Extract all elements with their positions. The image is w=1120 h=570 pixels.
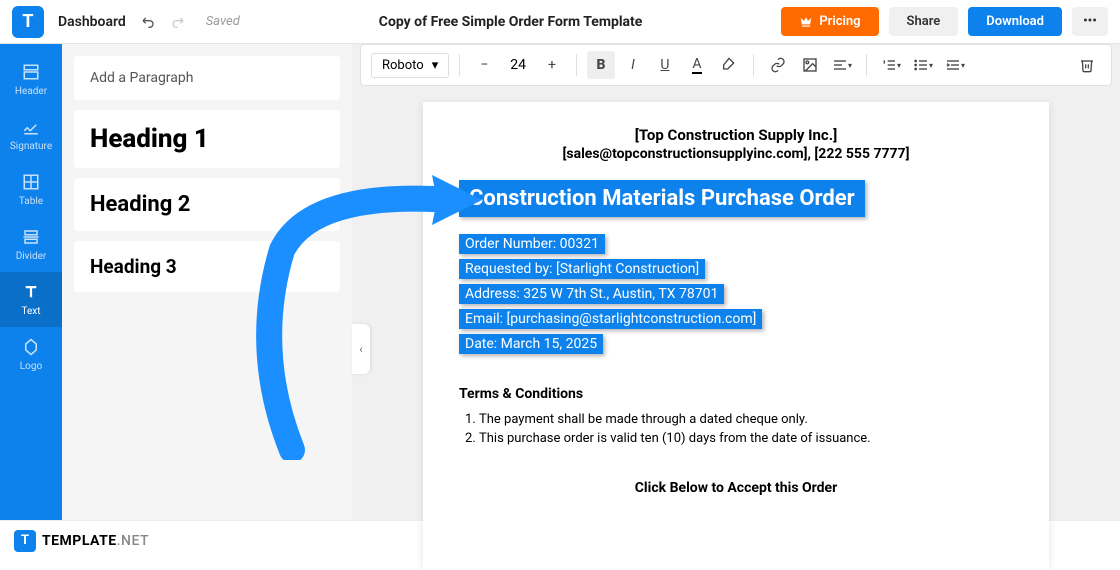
text-color-button[interactable]: A xyxy=(683,51,711,79)
sidebar-item-divider[interactable]: Divider xyxy=(0,217,62,272)
indent-button[interactable]: ▾ xyxy=(941,51,969,79)
sidebar-item-table[interactable]: Table xyxy=(0,162,62,217)
bold-button[interactable]: B xyxy=(587,51,615,79)
add-paragraph-option[interactable]: Add a Paragraph xyxy=(74,56,340,100)
align-button[interactable]: ▾ xyxy=(828,51,856,79)
share-button[interactable]: Share xyxy=(889,7,959,36)
document-title: Copy of Free Simple Order Form Template xyxy=(240,14,781,30)
signature-icon xyxy=(21,117,41,137)
requested-by[interactable]: Requested by: [Starlight Construction] xyxy=(459,259,705,279)
document-page[interactable]: [Top Construction Supply Inc.] [sales@to… xyxy=(423,102,1049,570)
text-toolbar: Roboto▾ − 24 + B I U A ▾ ▾ ▾ ▾ xyxy=(360,44,1112,86)
heading2-option[interactable]: Heading 2 xyxy=(74,178,340,231)
heading3-option[interactable]: Heading 3 xyxy=(74,241,340,292)
font-selector[interactable]: Roboto▾ xyxy=(371,53,449,78)
text-panel: Add a Paragraph Heading 1 Heading 2 Head… xyxy=(62,44,352,520)
undo-icon[interactable] xyxy=(140,13,158,31)
company-contact: [sales@topconstructionsupplyinc.com], [2… xyxy=(459,146,1013,162)
image-button[interactable] xyxy=(796,51,824,79)
saved-status: Saved xyxy=(206,14,240,29)
text-icon xyxy=(21,282,41,302)
pricing-button[interactable]: Pricing xyxy=(781,7,878,36)
more-button[interactable]: ••• xyxy=(1072,7,1108,36)
increase-size-button[interactable]: + xyxy=(538,51,566,79)
download-button[interactable]: Download xyxy=(968,7,1062,36)
email-line[interactable]: Email: [purchasing@starlightconstruction… xyxy=(459,309,762,329)
divider-icon xyxy=(21,227,41,247)
form-title[interactable]: Construction Materials Purchase Order xyxy=(459,180,865,217)
term-item: The payment shall be made through a date… xyxy=(479,412,1013,427)
logo-sidebar-icon xyxy=(21,337,41,357)
chevron-down-icon: ▾ xyxy=(432,58,439,73)
table-icon xyxy=(21,172,41,192)
date-line[interactable]: Date: March 15, 2025 xyxy=(459,334,603,354)
heading1-option[interactable]: Heading 1 xyxy=(74,110,340,168)
topbar: T Dashboard Saved Copy of Free Simple Or… xyxy=(0,0,1120,44)
sidebar-item-logo[interactable]: Logo xyxy=(0,327,62,382)
sidebar: Header Signature Table Divider Text Logo xyxy=(0,44,62,520)
sidebar-item-signature[interactable]: Signature xyxy=(0,107,62,162)
sidebar-item-header[interactable]: Header xyxy=(0,52,62,107)
address-line[interactable]: Address: 325 W 7th St., Austin, TX 78701 xyxy=(459,284,724,304)
bullet-list-button[interactable]: ▾ xyxy=(909,51,937,79)
footer-logo-icon: T xyxy=(14,530,36,552)
terms-heading: Terms & Conditions xyxy=(459,386,1013,402)
company-name: [Top Construction Supply Inc.] xyxy=(459,126,1013,144)
logo-icon[interactable]: T xyxy=(12,6,44,38)
decrease-size-button[interactable]: − xyxy=(470,51,498,79)
link-button[interactable] xyxy=(764,51,792,79)
terms-list: The payment shall be made through a date… xyxy=(459,412,1013,446)
ordered-list-button[interactable]: ▾ xyxy=(877,51,905,79)
header-icon xyxy=(21,62,41,82)
collapse-panel-button[interactable]: ‹ xyxy=(352,324,370,374)
order-number[interactable]: Order Number: 00321 xyxy=(459,234,605,254)
delete-button[interactable] xyxy=(1073,51,1101,79)
canvas: ‹ Roboto▾ − 24 + B I U A ▾ ▾ ▾ ▾ [Top Co xyxy=(352,44,1120,520)
footer-brand: TEMPLATE.NET xyxy=(42,533,149,549)
redo-icon[interactable] xyxy=(168,13,186,31)
font-size-value[interactable]: 24 xyxy=(502,57,534,73)
term-item: This purchase order is valid ten (10) da… xyxy=(479,431,1013,446)
accept-heading: Click Below to Accept this Order xyxy=(459,480,1013,496)
dashboard-link[interactable]: Dashboard xyxy=(58,14,126,30)
highlight-button[interactable] xyxy=(715,51,743,79)
italic-button[interactable]: I xyxy=(619,51,647,79)
underline-button[interactable]: U xyxy=(651,51,679,79)
sidebar-item-text[interactable]: Text xyxy=(0,272,62,327)
